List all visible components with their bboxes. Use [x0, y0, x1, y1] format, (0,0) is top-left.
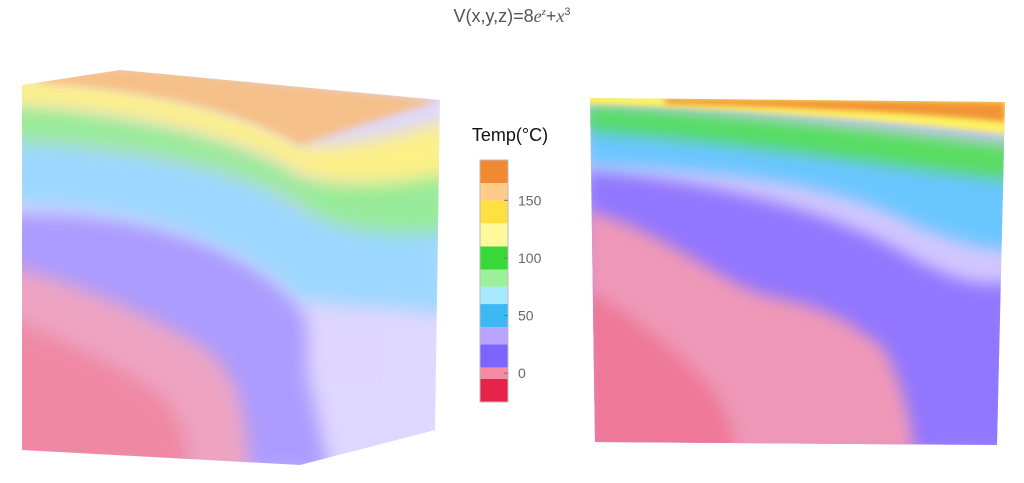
legend-band-6 [480, 269, 508, 287]
legend-band-11 [480, 160, 508, 184]
legend-band-0 [480, 378, 508, 402]
band-green [590, 105, 1005, 180]
color-legend: Temp(°C) 0 50 100 150 [440, 120, 580, 420]
volume-3d-view[interactable] [0, 55, 450, 475]
band-orange [665, 98, 1005, 122]
chart-title: V(x,y,z)=8ez+x3 [453, 6, 571, 26]
legend-band-1 [480, 367, 508, 379]
band-orange [40, 70, 440, 145]
band-yellow [22, 75, 440, 185]
band-cyan [590, 115, 1005, 250]
legend-title: Temp(°C) [471, 125, 549, 145]
band-cyan [22, 135, 440, 315]
legend-band-5 [480, 286, 508, 305]
legend-band-10 [480, 183, 508, 201]
legend-band-9 [480, 200, 508, 224]
front-face-view[interactable] [585, 90, 1015, 455]
legend-band-7 [480, 246, 508, 270]
legend-band-3 [480, 327, 508, 345]
legend-tick-label: 0 [518, 365, 526, 381]
legend-band-4 [480, 304, 508, 328]
legend-tick-label: 150 [518, 192, 542, 208]
legend-tick-label: 50 [518, 308, 534, 324]
legend-band-8 [480, 223, 508, 247]
legend-frame [479, 159, 509, 403]
band-green [22, 100, 440, 233]
legend-colorbar: 0 50 100 150 [479, 159, 542, 403]
band-red [22, 315, 190, 465]
legend-band-2 [480, 344, 508, 368]
legend-tick-label: 100 [518, 250, 542, 266]
band-red [590, 290, 735, 445]
